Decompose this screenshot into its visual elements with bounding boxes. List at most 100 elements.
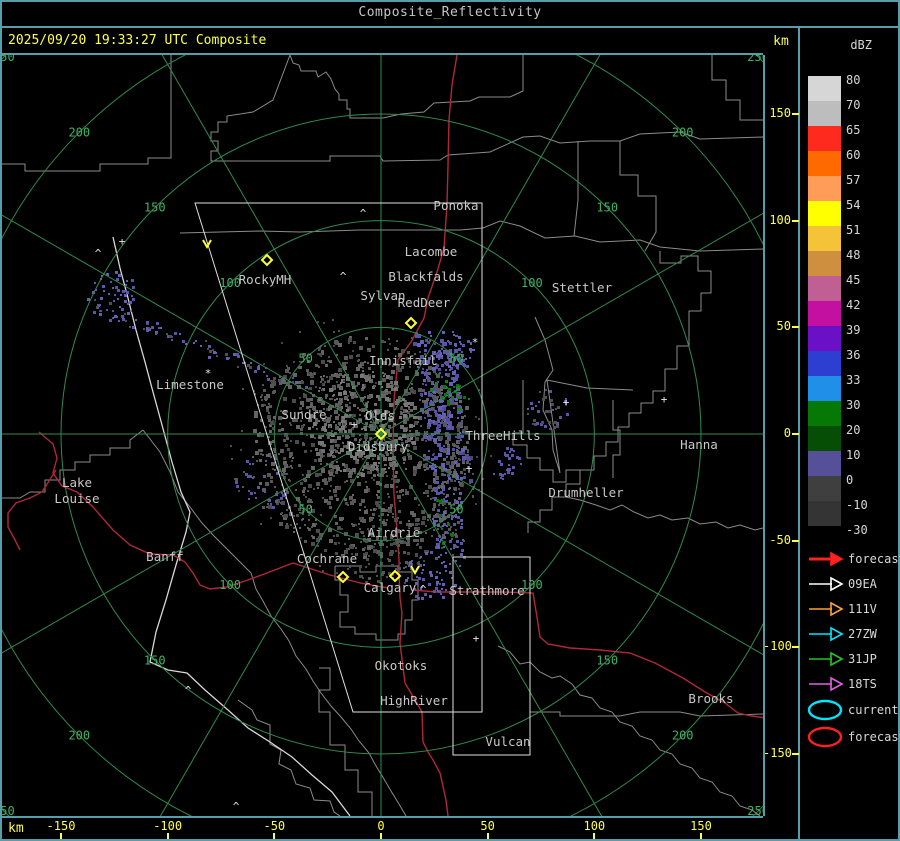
radial-line [159,433,382,816]
ring-distance-label: 250 [2,804,15,816]
scale-value-label: -30 [846,523,868,537]
right-axis-tick [792,326,799,329]
right-axis-tick [792,433,799,435]
scale-value-label: 51 [846,223,861,237]
county-boundary [612,400,621,478]
radar-site-diamond-icon [404,316,418,330]
bottom-axis-tick-label: -50 [263,819,286,833]
scale-value-label: 54 [846,198,861,212]
radial-line [2,214,382,435]
city-label: Cochrane [297,551,357,566]
radial-line [380,55,601,435]
bottom-axis-tick-label: 0 [377,819,385,833]
ring-distance-label: 100 [521,578,543,592]
ring-distance-label: 50 [449,502,463,516]
radar-map-viewport[interactable]: 50 50 50 50 100 100 100 100 150 150 150 150 200 200 20… [2,55,763,816]
track-arrow-icon [809,651,844,666]
right-axis-tick-label: 150 [769,106,791,120]
ring-distance-label: 50 [298,352,312,366]
radial-line [2,433,382,654]
legend-row: forecast [806,723,900,750]
ring-distance-label: 100 [219,578,241,592]
reflectivity-echo-layer [87,271,569,600]
range-rings-layer [2,55,763,816]
right-axis-tick [792,752,799,755]
scale-color-swatch [808,276,841,301]
radial-line [161,55,382,435]
scale-value-label: 30 [846,398,861,412]
coverage-sector-outline [194,202,483,713]
bottom-axis-tick [166,833,169,839]
county-boundary [711,55,763,121]
town-marker-icon: * [472,336,479,349]
vee-marker-icon [410,565,420,576]
divider [0,816,763,818]
bottom-axis-tick-label: 100 [583,819,606,833]
bottom-axis-tick-label: 150 [690,819,712,833]
bottom-axis-tick [593,833,596,839]
markers-layer: ^ ^ ^ ^ ^ ^ + + + + + + * * [95,207,668,813]
ring-distance-label: 150 [596,201,618,215]
title-bar: Composite_Reflectivity [0,0,900,26]
highway-line [392,55,458,572]
color-scale-title: dBZ [850,38,872,52]
town-marker-icon: ^ [360,207,367,220]
scale-color-swatch [808,251,841,276]
city-label: Airdrie [368,525,421,540]
city-label: Hanna [680,437,718,452]
storm-ellipse-icon [807,699,843,720]
city-label: Stettler [552,280,613,295]
city-label: Limestone [156,377,224,392]
radar-site-diamond-icon [260,253,274,267]
city-label: Didsbury [348,439,409,454]
scale-color-swatch [808,151,841,176]
right-axis-tick-label: 100 [769,212,791,227]
divider [763,55,765,816]
county-boundary [289,55,524,119]
scale-value-label: 80 [846,73,861,87]
track-arrow-icon [809,576,844,591]
town-marker-icon: ^ [95,247,102,260]
scale-value-label: 70 [846,98,861,112]
storm-legend: forecast 09EA 111V 27ZW 31JP 18TS current forec… [806,546,900,750]
city-label: Sundre [281,407,326,422]
town-marker-icon: * [205,367,212,380]
county-boundary [210,55,291,162]
right-axis-tick [792,113,799,115]
scale-color-swatch [808,201,841,226]
legend-row: 31JP [806,646,900,671]
city-label: HighRiver [380,693,448,708]
window-title: Composite_Reflectivity [358,5,542,20]
county-boundary [2,429,144,499]
right-axis-unit-label: km [773,34,789,49]
radar-site-diamond-icon [388,569,402,583]
radar-site-diamond-icon [336,570,350,584]
county-boundary [530,711,763,717]
scale-value-label: -10 [846,498,868,512]
scale-color-swatch [808,426,841,451]
scale-value-label: 20 [846,423,861,437]
right-axis-tick-label: 0 [783,426,791,440]
legend-row: current [806,696,900,723]
county-boundary [534,316,634,474]
scale-color-swatch [808,101,841,126]
scale-value-label: 0 [846,473,854,487]
county-boundary [2,55,172,172]
legend-label: 111V [848,601,877,616]
city-label: Okotoks [375,658,428,673]
scale-color-swatch [808,126,841,151]
right-axis-tick [792,219,799,222]
legend-label: forecast [848,729,900,744]
city-label: Brooks [688,691,733,706]
scale-value-label: 42 [846,298,861,312]
radar-map-canvas[interactable]: 50 50 50 50 100 100 100 100 150 150 150 150 200 200 20… [2,55,763,816]
city-label: Lake [62,475,92,490]
city-label: Calgary [364,580,417,595]
roads-layer [7,55,763,816]
city-label: Innisfail [369,353,437,368]
track-arrow-icon [809,601,844,616]
legend-row: 111V [806,596,900,621]
legend-row: 27ZW [806,621,900,646]
right-axis-tick [792,646,799,649]
county-boundary [512,380,580,483]
